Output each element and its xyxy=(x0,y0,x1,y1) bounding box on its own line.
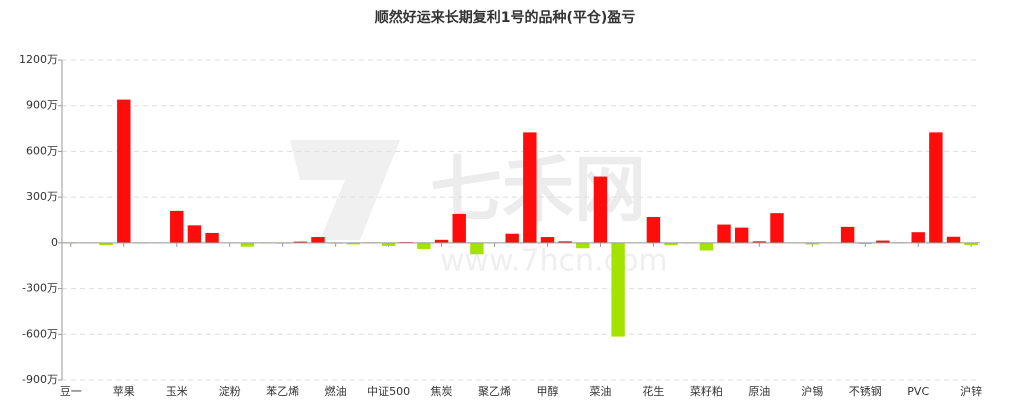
y-tick-label: 600万 xyxy=(26,144,58,157)
x-tick-label: 燃油 xyxy=(325,384,347,398)
x-tick-label: 沪锌 xyxy=(960,384,982,398)
bar xyxy=(876,240,890,243)
watermark: 七禾网 xyxy=(430,148,646,232)
x-tick-label: 甲醇 xyxy=(536,384,558,398)
bar xyxy=(911,232,925,243)
x-tick-label: 焦炭 xyxy=(431,385,453,398)
x-tick-label: 玉米 xyxy=(166,385,188,398)
y-tick-label: 1200万 xyxy=(19,53,58,66)
bar xyxy=(523,132,537,243)
bar xyxy=(929,132,943,243)
x-tick-label: 不锈钢 xyxy=(849,385,882,398)
bar xyxy=(717,224,731,243)
y-tick-label: -600万 xyxy=(22,327,58,340)
bar xyxy=(187,225,202,243)
y-tick-label: 900万 xyxy=(26,99,58,112)
bar xyxy=(770,213,784,243)
x-tick-label: 苹果 xyxy=(113,384,135,398)
bar xyxy=(805,242,819,245)
bar xyxy=(964,242,978,246)
bar xyxy=(417,242,431,249)
bar xyxy=(593,176,608,243)
bar xyxy=(611,242,625,337)
bar xyxy=(576,242,590,249)
x-tick-label: 菜籽粕 xyxy=(690,384,723,398)
bar xyxy=(558,241,572,243)
bar xyxy=(434,239,449,243)
x-tick-label: 豆一 xyxy=(60,385,82,398)
bar xyxy=(858,242,872,245)
bar xyxy=(664,242,678,246)
bar xyxy=(346,242,360,245)
x-tick-label: 中证500 xyxy=(367,385,410,398)
x-tick-label: 沪锡 xyxy=(801,384,823,398)
bar xyxy=(293,241,308,243)
bar xyxy=(646,216,661,243)
bar xyxy=(540,237,555,243)
bar xyxy=(840,226,855,243)
x-tick-label: 苯乙烯 xyxy=(266,384,299,398)
bar xyxy=(734,227,749,243)
bar xyxy=(170,210,184,243)
y-tick-label: 0 xyxy=(51,236,58,249)
x-tick-label: 聚乙烯 xyxy=(478,385,511,398)
bar xyxy=(752,241,767,243)
x-tick-label: 菜油 xyxy=(589,384,611,398)
y-tick-label: -300万 xyxy=(22,282,58,295)
bar xyxy=(117,99,131,243)
bar xyxy=(240,242,255,247)
bar xyxy=(452,213,466,243)
watermark-logo xyxy=(290,140,400,240)
bar xyxy=(505,233,519,243)
y-tick-label: -900万 xyxy=(22,373,58,386)
bar xyxy=(205,232,219,243)
chart-title: 顺然好运来长期复利1号的品种(平仓)盈亏 xyxy=(375,9,636,26)
x-tick-label: PVC xyxy=(907,385,929,398)
bar xyxy=(699,242,714,251)
bar xyxy=(99,242,113,246)
x-tick-label: 原油 xyxy=(748,384,770,398)
bar xyxy=(311,237,325,243)
x-tick-label: 花生 xyxy=(642,384,664,398)
bar xyxy=(381,242,396,246)
bar xyxy=(946,236,961,243)
x-tick-label: 淀粉 xyxy=(219,384,241,398)
bar xyxy=(470,242,484,255)
y-tick-label: 300万 xyxy=(26,190,58,203)
